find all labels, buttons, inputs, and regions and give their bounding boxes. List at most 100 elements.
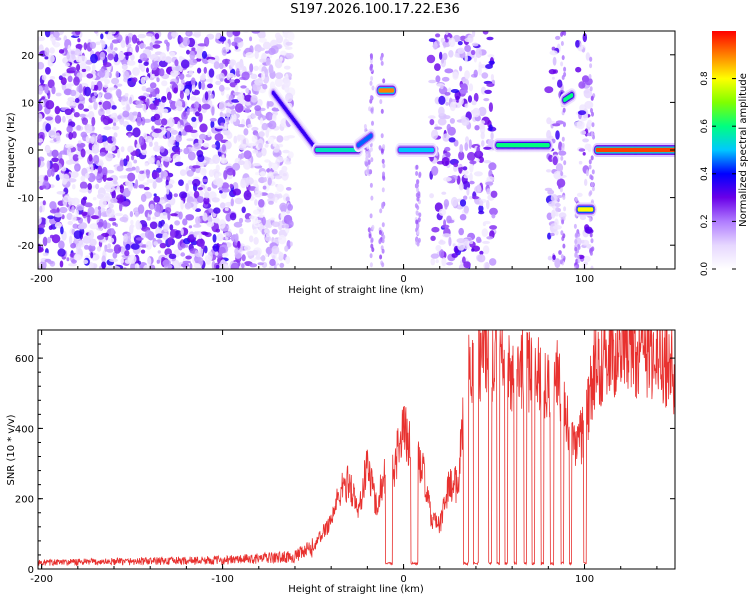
spectrogram-noise-cell	[47, 54, 55, 64]
spectrogram-noise-cell	[181, 111, 188, 121]
spectrogram-noise-cell	[62, 173, 70, 183]
spectrogram-noise-cell	[262, 185, 267, 190]
spectrogram-noise-cell	[584, 100, 594, 109]
spectrogram-noise-cell	[49, 47, 55, 54]
spectrogram-noise-cell	[463, 174, 470, 179]
spectrogram-noise-cell	[121, 63, 128, 70]
spectrogram-noise-cell	[460, 83, 464, 88]
spectrogram-noise-cell	[464, 44, 471, 53]
spectrogram-noise-cell	[60, 226, 64, 235]
spectrogram-noise-cell	[50, 167, 55, 177]
spectrogram-noise-cell	[232, 188, 242, 196]
spectrogram-noise-cell	[151, 171, 160, 179]
spectrogram-noise-cell	[201, 81, 206, 90]
spectrogram-noise-cell	[145, 87, 154, 93]
spectrogram-noise-cell	[140, 64, 146, 72]
spectrogram-noise-cell	[551, 209, 556, 219]
spectrogram-noise-cell	[552, 156, 558, 166]
spectrogram-noise-cell	[153, 241, 158, 246]
spectrogram-noise-cell	[108, 237, 115, 243]
spectrogram-noise-cell	[77, 38, 81, 43]
spectrogram-noise-cell	[47, 215, 55, 220]
spectrogram-noise-cell	[560, 41, 564, 46]
spectrogram-noise-cell	[476, 146, 481, 156]
spectrogram-noise-cell	[555, 230, 559, 236]
spectrogram-noise-cell	[365, 156, 369, 162]
spectrogram-noise-cell	[66, 70, 76, 74]
spectrogram-noise-cell	[243, 128, 249, 136]
spectrogram-noise-cell	[231, 99, 240, 103]
spectrogram-noise-cell	[576, 120, 585, 130]
spectrogram-noise-cell	[41, 74, 47, 81]
spectrogram-noise-cell	[124, 93, 129, 97]
spectrogram-noise-cell	[561, 219, 565, 225]
spectrogram-noise-cell	[453, 163, 459, 168]
spectrogram-noise-cell	[146, 178, 155, 184]
spectrogram-noise-cell	[168, 253, 177, 259]
spectrogram-noise-cell	[179, 36, 184, 43]
spectrogram-noise-cell	[120, 146, 125, 153]
spectrogram-noise-cell	[469, 240, 474, 245]
spectrogram-noise-cell	[591, 246, 595, 252]
spectrogram-noise-cell	[137, 204, 145, 214]
spectrogram-noise-cell	[103, 92, 112, 100]
spectrogram-noise-cell	[38, 61, 45, 70]
spectrogram-noise-cell	[254, 78, 263, 86]
spectrogram-noise-cell	[180, 59, 190, 69]
spectrogram-noise-cell	[553, 170, 563, 180]
spectrogram-noise-cell	[121, 201, 130, 207]
spectrogram-noise-cell	[457, 47, 465, 54]
spectrogram-noise-cell	[116, 83, 123, 87]
spectrogram-noise-cell	[443, 115, 451, 120]
spectrogram-noise-cell	[371, 85, 375, 91]
spectrogram-noise-cell	[101, 40, 106, 49]
spectrogram-noise-cell	[149, 221, 158, 230]
spectrogram-noise-cell	[379, 55, 383, 61]
spectrogram-noise-cell	[209, 117, 217, 122]
spectrogram-noise-cell	[486, 199, 490, 210]
spectrogram-noise-cell	[439, 51, 443, 60]
spectrogram-noise-cell	[208, 68, 215, 78]
snr-x-tick-label: -100	[211, 574, 234, 585]
spectrogram-noise-cell	[152, 180, 157, 189]
spectrogram-noise-cell	[261, 216, 266, 226]
spectrogram-noise-cell	[164, 207, 172, 214]
spectrogram-noise-cell	[88, 154, 93, 162]
spectrogram-noise-cell	[42, 252, 49, 257]
spectrogram-noise-cell	[52, 205, 57, 209]
spectrogram-noise-cell	[132, 77, 138, 83]
spectrogram-noise-cell	[203, 196, 210, 205]
spectrogram-noise-cell	[590, 155, 594, 161]
spectrogram-noise-cell	[561, 55, 565, 61]
spectrogram-noise-cell	[590, 182, 594, 188]
spectrogram-noise-cell	[202, 212, 208, 222]
spectrogram-noise-cell	[212, 154, 221, 164]
spectrogram-noise-cell	[186, 31, 191, 35]
spectrogram-noise-cell	[282, 149, 290, 154]
spectrogram-noise-cell	[261, 122, 268, 131]
spectrogram-noise-cell	[370, 157, 374, 163]
spectrogram-noise-cell	[266, 167, 275, 174]
spectrogram-noise-cell	[103, 126, 112, 131]
spectrogram-noise-cell	[562, 122, 566, 128]
spectrogram-noise-cell	[182, 218, 188, 226]
spectrogram-noise-cell	[153, 195, 161, 203]
spectrogram-noise-cell	[477, 254, 486, 263]
spectrogram-noise-cell	[218, 84, 225, 92]
spectrogram-noise-cell	[285, 41, 293, 46]
spectrogram-noise-cell	[589, 56, 593, 62]
spectrogram-noise-cell	[135, 104, 144, 109]
spectrogram-noise-cell	[96, 235, 105, 240]
spectrogram-noise-cell	[459, 199, 467, 207]
spectrogram-noise-cell	[575, 66, 582, 73]
spectrogram-noise-cell	[61, 166, 67, 172]
spectrogram-noise-cell	[168, 135, 175, 145]
spectrogram-noise-cell	[219, 202, 226, 209]
spectrogram-noise-cell	[71, 206, 75, 214]
spectrogram-noise-cell	[132, 127, 141, 138]
spectrogram-noise-cell	[91, 95, 96, 103]
spectrogram-noise-cell	[577, 110, 587, 116]
spectrogram-noise-cell	[230, 198, 234, 207]
spectrogram-noise-cell	[125, 243, 131, 251]
spectrogram-noise-cell	[457, 242, 465, 251]
